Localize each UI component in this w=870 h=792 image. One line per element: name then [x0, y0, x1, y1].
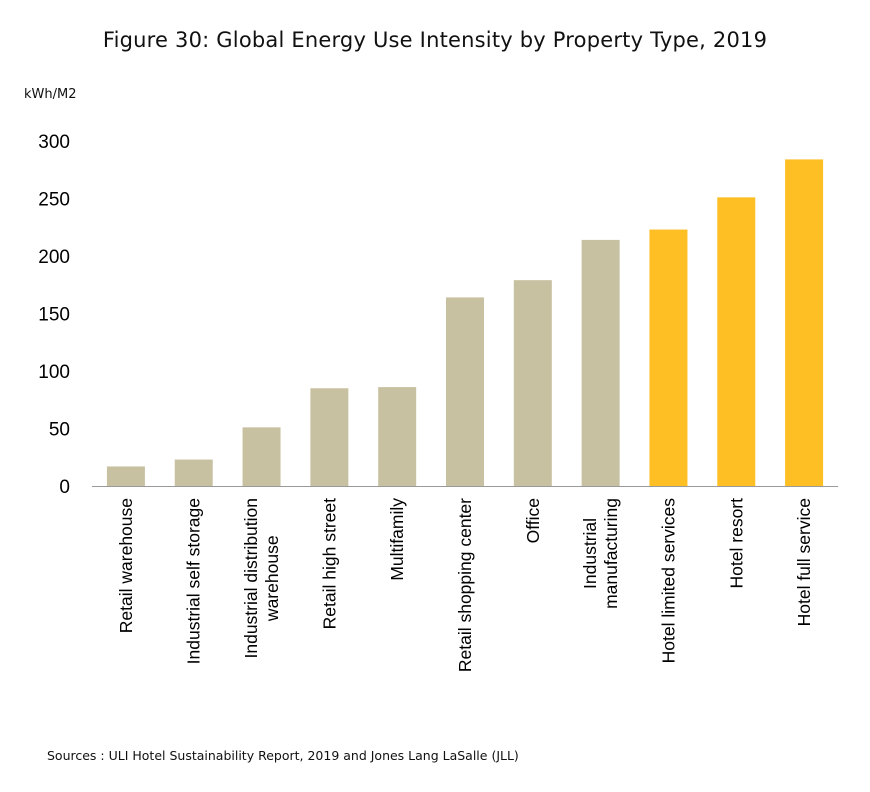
- chart-title: Figure 30: Global Energy Use Intensity b…: [102, 28, 768, 52]
- bar: [717, 197, 756, 486]
- bar: [106, 466, 145, 486]
- category-label: Retail high street: [319, 498, 339, 629]
- y-tick-label: 100: [38, 362, 70, 383]
- category-label-line: Industrial self storage: [184, 498, 204, 664]
- category-labels: Retail warehouse Industrial self storage I…: [116, 498, 814, 672]
- category-label-line: Hotel resort: [726, 498, 746, 589]
- bar: [513, 280, 552, 486]
- category-label: Hotel limited services: [658, 498, 678, 664]
- bars: [106, 159, 824, 487]
- category-label-line: Hotel limited services: [658, 498, 678, 664]
- y-axis-unit-label: kWh/M2: [24, 87, 77, 102]
- category-label-line: manufacturing: [601, 498, 621, 609]
- bar: [242, 427, 281, 486]
- y-axis-ticks: 0 50 100 150 200 250 300: [38, 132, 70, 498]
- category-label-line: Hotel full service: [794, 498, 814, 626]
- category-label-line: Retail high street: [319, 498, 339, 629]
- category-label-line: Office: [523, 498, 543, 543]
- bar: [310, 388, 349, 486]
- category-label-line: Retail shopping center: [455, 498, 475, 672]
- category-label: Retail shopping center: [455, 498, 475, 672]
- y-tick-label: 200: [38, 247, 70, 268]
- category-label: Retail warehouse: [116, 498, 136, 633]
- category-label-line: Retail warehouse: [116, 498, 136, 633]
- y-tick-label: 0: [59, 477, 70, 498]
- category-label: Industrial self storage: [184, 498, 204, 664]
- category-label: Multifamily: [387, 498, 407, 581]
- category-label-line: Industrial: [580, 518, 600, 589]
- bar: [378, 387, 417, 486]
- bar: [446, 297, 484, 486]
- y-tick-label: 50: [49, 420, 70, 441]
- category-label-line: Industrial distribution: [241, 498, 261, 659]
- bar: [581, 239, 620, 486]
- y-tick-label: 150: [38, 305, 70, 326]
- bar: [649, 229, 688, 487]
- category-label-line: Multifamily: [387, 498, 407, 581]
- category-label: Office: [523, 498, 543, 543]
- bar: [785, 159, 824, 486]
- y-tick-label: 300: [38, 132, 70, 153]
- source-note: Sources : ULI Hotel Sustainability Repor…: [47, 748, 519, 763]
- category-label: Industrial distribution warehouse: [241, 498, 282, 659]
- y-tick-label: 250: [38, 190, 70, 211]
- category-label: Hotel resort: [726, 498, 746, 589]
- category-label-line: warehouse: [262, 535, 282, 622]
- category-label: Industrial manufacturing: [580, 498, 621, 609]
- bar: [174, 459, 213, 486]
- category-label: Hotel full service: [794, 498, 814, 626]
